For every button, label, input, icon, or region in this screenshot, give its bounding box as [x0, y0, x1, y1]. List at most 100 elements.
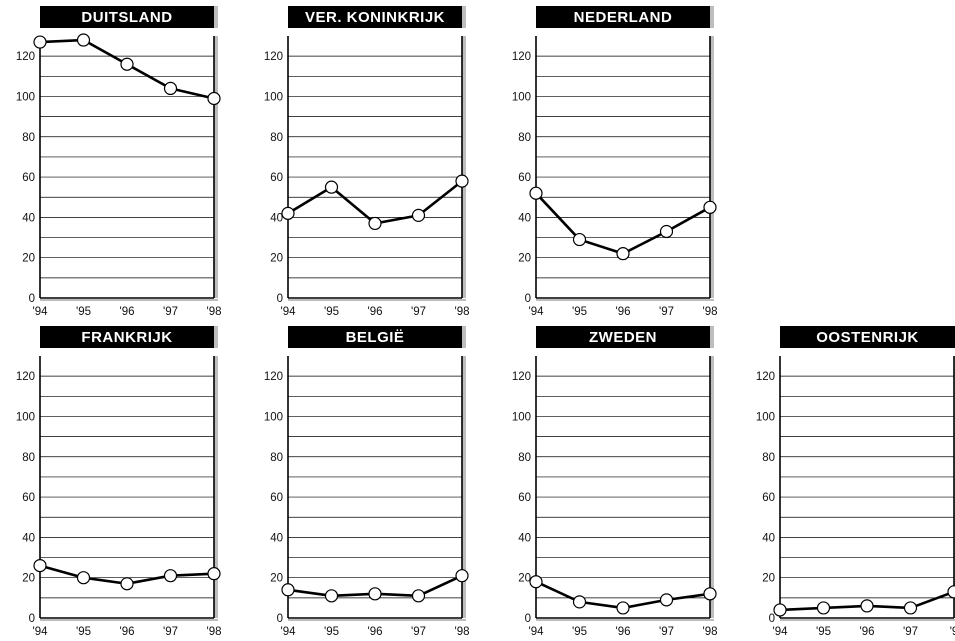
x-tick-label: '98 — [703, 626, 718, 638]
x-tick-label: '94 — [529, 626, 545, 638]
panel-title-bar — [288, 6, 462, 28]
data-point — [773, 603, 787, 617]
y-tick-label: 20 — [270, 253, 283, 265]
x-tick-label: '98 — [207, 306, 222, 318]
y-tick-label: 120 — [512, 371, 531, 383]
y-tick-label: 120 — [512, 51, 531, 63]
data-point — [120, 577, 134, 591]
x-tick-label: '95 — [76, 626, 91, 638]
panel-title: DUITSLAND — [81, 9, 172, 26]
panel-title-bar — [40, 326, 214, 348]
chart-panel: FRANKRIJK 0 20 40 60 80 100 120 '94 '95 '96 '97 '98 — [16, 326, 222, 638]
panel-title: VER. KONINKRIJK — [305, 9, 445, 26]
x-axis-shade — [288, 619, 466, 621]
y-tick-label: 20 — [518, 253, 531, 265]
panel-title-bar — [288, 326, 462, 348]
y-tick-label: 0 — [277, 613, 283, 625]
y-tick-label: 60 — [22, 492, 35, 504]
y-tick-label: 120 — [264, 371, 283, 383]
y-tick-label: 60 — [518, 492, 531, 504]
x-tick-label: '98 — [455, 306, 470, 318]
x-tick-label: '98 — [703, 306, 718, 318]
data-point — [860, 599, 874, 613]
x-tick-label: '94 — [529, 306, 545, 318]
data-point — [529, 186, 543, 200]
x-tick-label: '98 — [455, 626, 470, 638]
x-tick-label: '98 — [207, 626, 222, 638]
y-tick-label: 100 — [756, 411, 775, 423]
y-tick-label: 80 — [270, 132, 283, 144]
x-axis-shade — [536, 619, 714, 621]
panel-title-shade — [710, 6, 714, 28]
y-tick-label: 80 — [22, 132, 35, 144]
panel-title-shade — [214, 6, 218, 28]
panel-title: NEDERLAND — [574, 9, 673, 26]
panel-title-bar — [536, 326, 710, 348]
x-tick-label: '96 — [120, 306, 135, 318]
data-point — [411, 589, 426, 603]
y-tick-label: 20 — [22, 573, 35, 585]
chart-panel: DUITSLAND 0 20 40 60 80 100 120 '94 '95 '96 '97 '98 — [16, 6, 222, 318]
chart-panel: OOSTENRIJK 0 20 40 60 80 100 120 '94 '95 '96 '97 '9 — [756, 326, 955, 638]
y-tick-label: 100 — [264, 411, 283, 423]
x-tick-label: '96 — [860, 626, 875, 638]
chart-panel: NEDERLAND 0 20 40 60 80 100 120 '94 '95 '96 '97 '98 — [512, 6, 718, 318]
y-tick-label: 80 — [270, 452, 283, 464]
x-axis-shade — [40, 619, 218, 621]
x-tick-label: '97 — [659, 626, 674, 638]
y-tick-label: 0 — [29, 613, 35, 625]
y-tick-label: 100 — [16, 91, 35, 103]
y-tick-label: 80 — [518, 132, 531, 144]
data-point — [572, 595, 587, 609]
y-tick-label: 0 — [277, 293, 283, 305]
data-point — [76, 33, 91, 47]
data-point — [947, 585, 955, 599]
data-point — [76, 571, 91, 585]
data-point — [163, 569, 178, 583]
x-tick-label: '96 — [616, 306, 631, 318]
panel-title: BELGIË — [346, 329, 405, 346]
y-tick-label: 20 — [762, 573, 775, 585]
y-tick-label: 100 — [16, 411, 35, 423]
x-tick-label: '95 — [572, 626, 587, 638]
y-tick-label: 60 — [762, 492, 775, 504]
y-tick-label: 100 — [512, 411, 531, 423]
chart-panel: VER. KONINKRIJK 0 20 40 60 80 100 120 '94 '95 '96 '… — [264, 6, 470, 318]
y-tick-label: 40 — [22, 532, 35, 544]
chart-panel: BELGIË 0 20 40 60 80 100 120 '94 '95 '96 '97 '98 — [264, 326, 470, 638]
y-tick-label: 20 — [22, 253, 35, 265]
panel-title: ZWEDEN — [589, 329, 657, 346]
panel-title-bar — [780, 326, 955, 348]
panel-title: OOSTENRIJK — [816, 329, 919, 346]
panel-title-bar — [40, 6, 214, 28]
y-tick-label: 40 — [270, 212, 283, 224]
data-point — [33, 558, 47, 573]
x-tick-label: '97 — [411, 306, 426, 318]
y-tick-label: 60 — [22, 172, 35, 184]
series-line — [535, 192, 711, 255]
data-point — [207, 91, 221, 106]
x-tick-label: '94 — [773, 626, 789, 638]
y-tick-label: 80 — [22, 452, 35, 464]
plot-frame-shade — [214, 36, 218, 298]
x-tick-label: '97 — [411, 626, 426, 638]
data-point — [572, 232, 587, 247]
data-point — [324, 180, 339, 194]
data-point — [281, 583, 295, 597]
y-tick-label: 40 — [22, 212, 35, 224]
data-point — [616, 247, 630, 261]
plot-frame-shade — [710, 36, 714, 298]
plot-frame-shade — [462, 356, 466, 618]
y-tick-label: 120 — [16, 51, 35, 63]
data-point — [455, 174, 469, 188]
data-point — [120, 57, 134, 71]
data-point — [411, 208, 426, 222]
x-tick-label: '9 — [950, 626, 955, 638]
data-point — [368, 216, 382, 231]
data-point — [659, 224, 674, 239]
panel-title-shade — [462, 326, 466, 348]
plot-frame-shade — [462, 36, 466, 298]
y-tick-label: 100 — [264, 91, 283, 103]
y-tick-label: 40 — [270, 532, 283, 544]
